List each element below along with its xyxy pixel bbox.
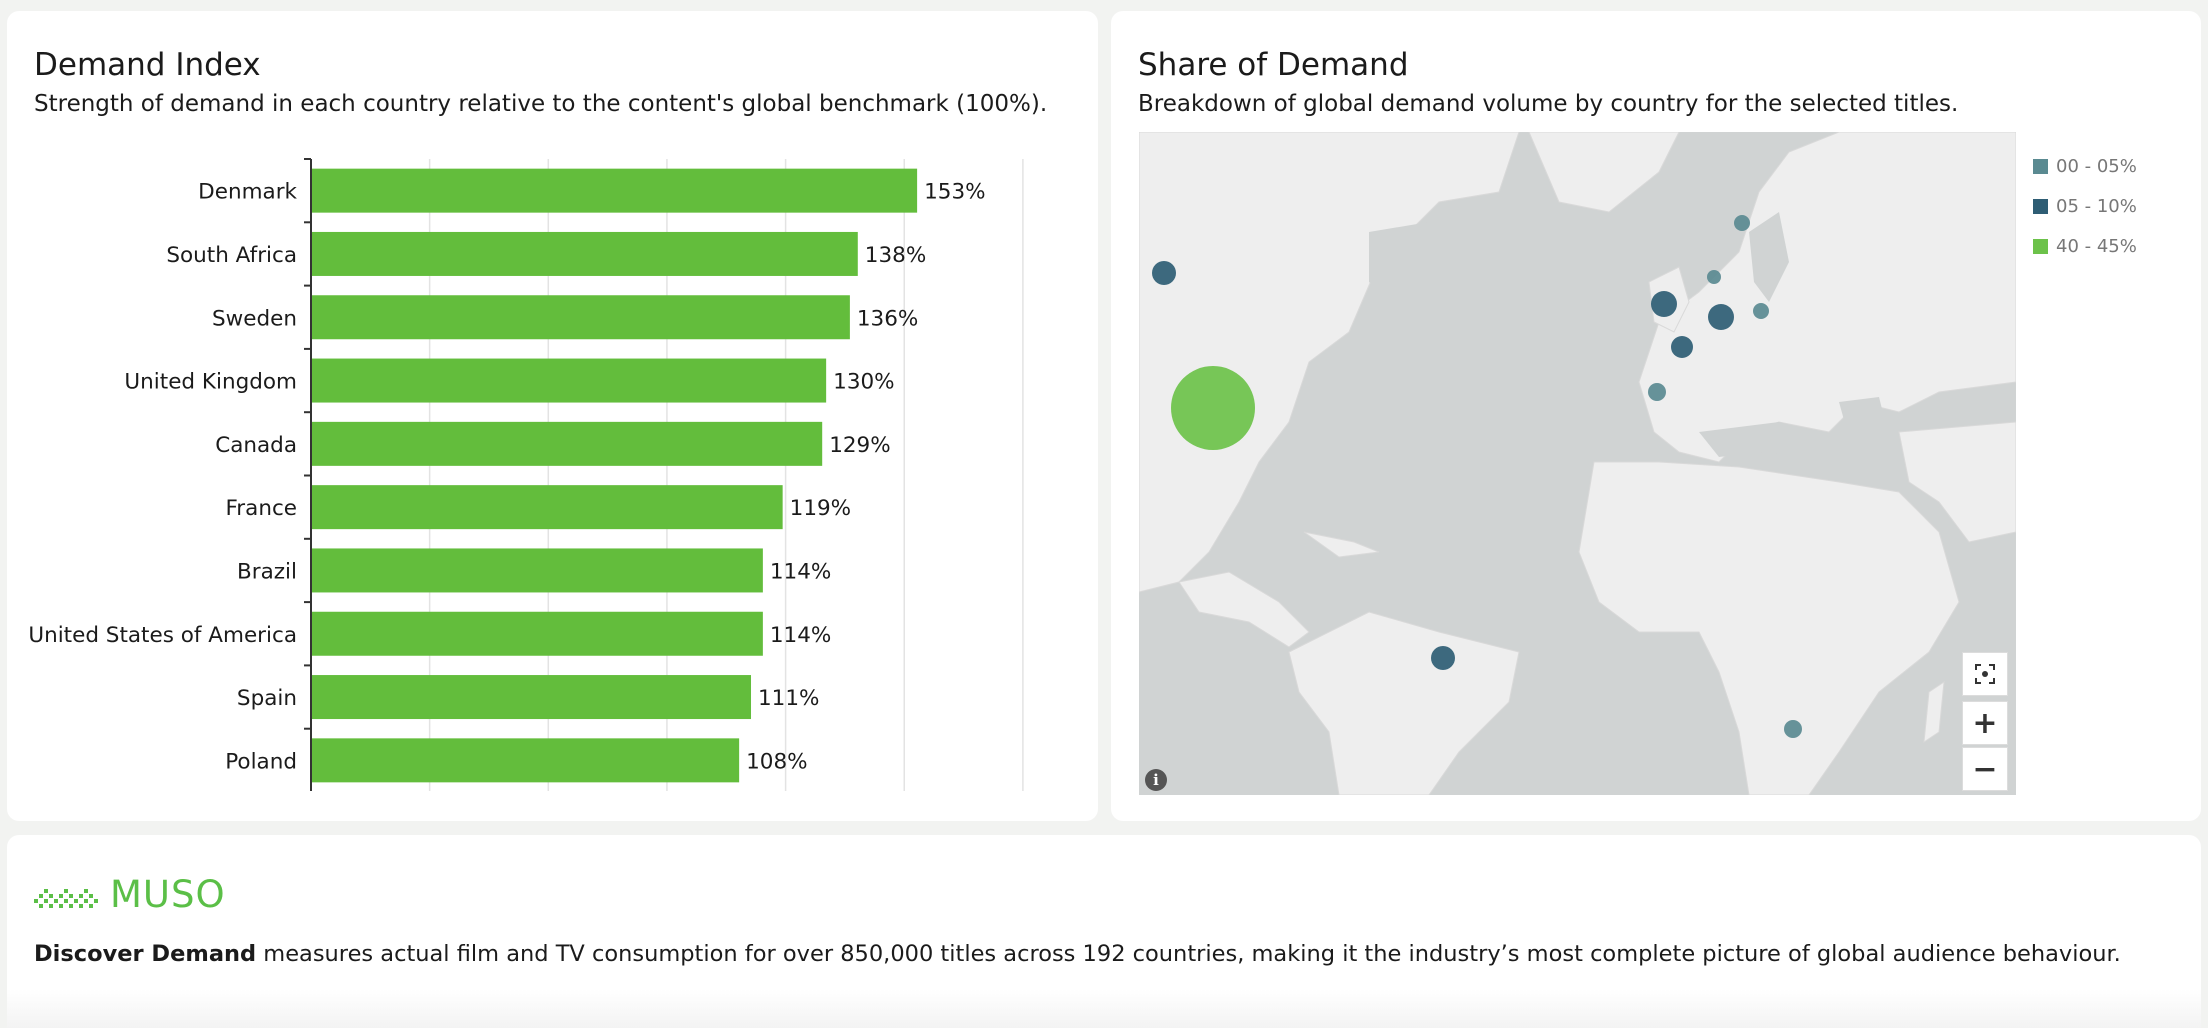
land-greenland [1528,132,1680,213]
legend-label: 40 - 45% [2056,235,2137,257]
bar-poland[interactable] [312,738,740,783]
zoom-out-button[interactable]: − [1962,747,2008,791]
fit-to-screen-icon [1975,664,1995,684]
value-label: 111% [758,686,819,711]
land-north-america [1139,132,1520,593]
land-middle-east [1898,421,2016,543]
footer-description-rest: measures actual film and TV consumption … [256,941,2121,967]
footer-description-bold: Discover Demand [34,941,257,967]
footer-card: MUSO Discover Demand measures actual fil… [7,835,2201,1028]
demand-index-card: Demand Index Strength of demand in each … [7,11,1098,821]
category-label: Denmark [198,180,297,205]
legend-item: 05 - 10% [2033,186,2137,226]
water-baltic [1749,212,1789,302]
land-africa [1578,461,1960,795]
category-label: Poland [225,749,297,774]
legend-item: 40 - 45% [2033,226,2137,266]
water-hudson-bay [1369,222,1439,302]
value-label: 114% [770,623,831,648]
value-label: 108% [746,749,807,774]
legend-item: 00 - 05% [2033,146,2137,186]
legend-swatch [2033,238,2048,254]
demand-index-bar-chart: Denmark 153% South Africa 138% Sweden 136% Uni… [28,158,1024,791]
bubble-south-africa[interactable] [1784,720,1802,738]
value-label: 129% [829,433,890,458]
map-legend: 00 - 05% 05 - 10% 40 - 45% [2033,146,2137,266]
bar-south-africa[interactable] [312,231,858,276]
zoom-in-button[interactable]: + [1962,701,2008,745]
land-madagascar [1923,680,1945,744]
bubble-united-states[interactable] [1171,366,1255,450]
bubble-spain[interactable] [1648,383,1666,401]
bar-denmark[interactable] [312,168,918,213]
bar-united-kingdom[interactable] [312,358,827,403]
bubble-germany[interactable] [1708,304,1734,330]
legend-label: 00 - 05% [2056,155,2137,177]
muso-brand-name: MUSO [110,873,226,916]
land-central-america [1178,571,1310,648]
category-label: United States of America [28,623,297,648]
value-label: 153% [924,180,985,205]
share-of-demand-subtitle: Breakdown of global demand volume by cou… [1138,91,1959,117]
world-map[interactable]: + − i [1139,132,2016,795]
muso-logo[interactable]: MUSO [34,873,226,916]
demand-index-title: Demand Index [34,47,261,83]
value-label: 114% [770,559,831,584]
land-south-america [1288,611,1520,795]
bubble-brazil[interactable] [1431,646,1455,670]
bubble-united-kingdom[interactable] [1651,291,1677,317]
bubble-canada[interactable] [1152,261,1176,285]
water-black-sea [1839,397,1884,420]
bar-sweden[interactable] [312,295,850,340]
share-of-demand-title: Share of Demand [1138,47,1409,83]
land-caribbean [1303,531,1380,558]
category-label: Canada [215,433,297,458]
fit-to-screen-button[interactable] [1962,652,2008,696]
footer-description: Discover Demand measures actual film and… [34,941,2121,967]
legend-swatch [2033,198,2048,214]
demand-index-subtitle: Strength of demand in each country relat… [34,91,1048,117]
category-label: South Africa [166,243,297,268]
muso-logo-icon [34,888,98,908]
bubble-denmark[interactable] [1707,270,1721,284]
share-of-demand-card: Share of Demand Breakdown of global dema… [1111,11,2201,821]
value-label: 130% [833,370,894,395]
info-icon[interactable]: i [1145,769,1167,791]
category-label: Sweden [212,306,297,331]
category-label: Brazil [237,559,297,584]
bubble-sweden[interactable] [1734,215,1750,231]
land-europe [1638,132,2016,463]
bar-spain[interactable] [312,675,752,720]
bar-united-states-of-america[interactable] [312,611,763,656]
bubble-poland[interactable] [1753,303,1769,319]
bar-france[interactable] [312,485,783,530]
legend-swatch [2033,158,2048,174]
world-map-canvas[interactable] [1139,132,2016,795]
bubble-france[interactable] [1671,336,1693,358]
water-mediterranean [1699,422,1839,457]
category-label: Spain [237,686,297,711]
legend-label: 05 - 10% [2056,195,2137,217]
value-label: 119% [790,496,851,521]
bar-brazil[interactable] [312,548,763,593]
bar-canada[interactable] [312,421,823,466]
category-label: France [226,496,298,521]
value-label: 136% [857,306,918,331]
value-label: 138% [865,243,926,268]
category-label: United Kingdom [124,370,297,395]
